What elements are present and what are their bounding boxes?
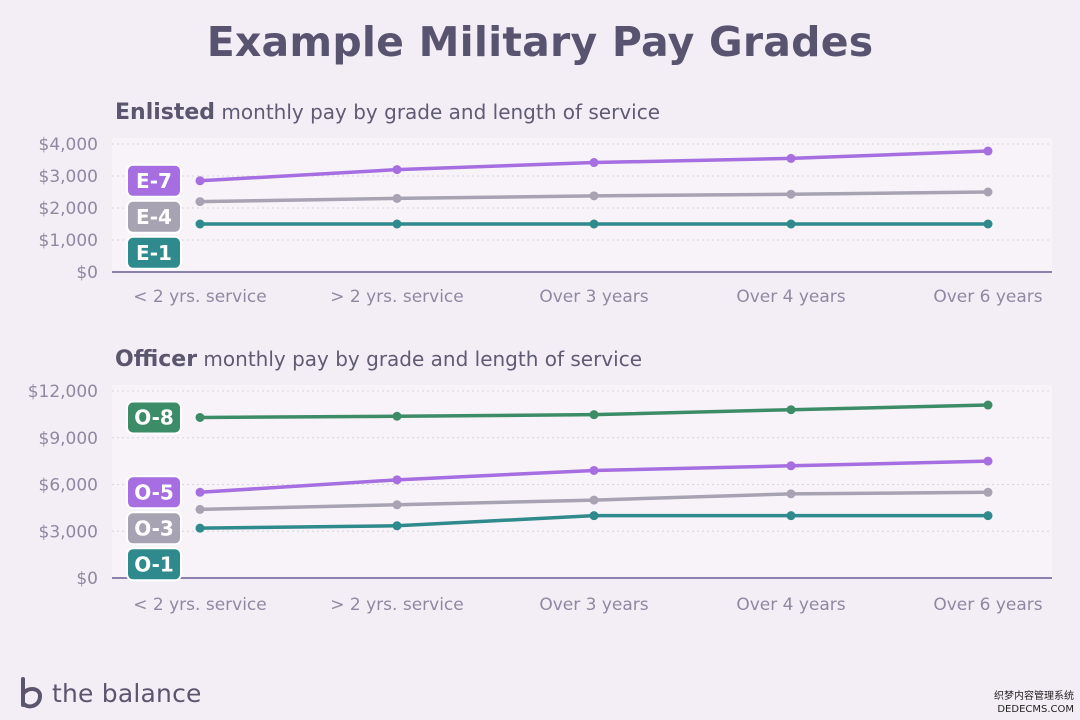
y-tick-label: $0 [76, 569, 98, 589]
x-tick-label: > 2 yrs. service [330, 595, 463, 615]
y-tick-label: $2,000 [39, 199, 98, 219]
data-point-e-4 [786, 189, 796, 199]
x-tick-label: > 2 yrs. service [330, 287, 463, 307]
legend-badge-label: O-3 [134, 516, 174, 540]
legend-badge-label: E-1 [136, 241, 172, 265]
x-tick-label: Over 6 years [933, 287, 1042, 307]
data-point-o-3 [983, 487, 993, 497]
data-point-e-1 [786, 219, 796, 229]
legend-badge-o-3: O-3 [126, 511, 182, 546]
data-point-e-7 [392, 165, 402, 175]
data-point-e-4 [983, 187, 993, 197]
data-point-o-8 [983, 400, 993, 410]
the-balance-logo-icon [21, 677, 42, 709]
legend-badge-bg [126, 199, 182, 234]
legend-badge-bg [126, 511, 182, 546]
y-tick-label: $3,000 [39, 167, 98, 187]
watermark-line-2: DEDECMS.COM [997, 704, 1074, 715]
legend-badge-label: E-4 [136, 205, 172, 229]
watermark-line-1: 织梦内容管理系统 [994, 691, 1074, 702]
x-tick-label: Over 4 years [736, 287, 845, 307]
legend-badge-e-7: E-7 [126, 163, 182, 198]
plot-area [112, 138, 1052, 272]
data-point-e-7 [589, 158, 599, 168]
data-point-o-5 [786, 461, 796, 471]
legend-badge-o-8: O-8 [126, 400, 182, 435]
data-point-o-1 [786, 511, 796, 521]
data-point-e-1 [392, 219, 402, 229]
enlisted-chart-heading: Enlisted monthly pay by grade and length… [115, 100, 660, 125]
y-tick-label: $4,000 [39, 135, 98, 155]
legend-badge-label: O-1 [134, 552, 174, 576]
data-point-e-4 [589, 191, 599, 201]
data-point-e-4 [195, 197, 205, 207]
data-point-o-5 [589, 465, 599, 475]
legend-badge-bg [126, 475, 182, 510]
legend-badge-bg [126, 547, 182, 582]
page-title: Example Military Pay Grades [206, 18, 874, 66]
data-point-o-1 [195, 523, 205, 533]
legend-badge-e-4: E-4 [126, 199, 182, 234]
x-tick-label: Over 3 years [539, 287, 648, 307]
enlisted-pay-chart: $0 $1,000 $2,000 $3,000 $4,000 < 2 yrs. servi… [39, 135, 1052, 307]
officer-chart-heading: Officer monthly pay by grade and length … [115, 347, 642, 372]
data-point-o-5 [392, 475, 402, 485]
data-point-o-3 [392, 500, 402, 510]
legend-badge-o-5: O-5 [126, 475, 182, 510]
legend-badge-o-1: O-1 [126, 547, 182, 582]
data-point-o-1 [392, 521, 402, 531]
data-point-o-8 [786, 405, 796, 415]
brand: the balance [16, 673, 202, 713]
data-point-o-5 [195, 487, 205, 497]
enlisted-heading-rest: monthly pay by grade and length of servi… [221, 100, 661, 124]
data-point-o-8 [195, 412, 205, 422]
x-tick-label: Over 4 years [736, 595, 845, 615]
data-point-o-1 [589, 511, 599, 521]
watermark: 织梦内容管理系统 DEDECMS.COM [964, 690, 1074, 716]
data-point-o-1 [983, 511, 993, 521]
x-tick-label: < 2 yrs. service [133, 595, 266, 615]
y-tick-label: $1,000 [39, 231, 98, 251]
data-point-e-7 [983, 146, 993, 156]
y-tick-label: $0 [76, 263, 98, 283]
data-point-o-8 [392, 411, 402, 421]
y-tick-label: $3,000 [39, 522, 98, 542]
legend-badge-bg [126, 235, 182, 270]
data-point-e-1 [983, 219, 993, 229]
data-point-e-7 [786, 153, 796, 163]
brand-name: the balance [52, 678, 202, 708]
legend-badge-e-1: E-1 [126, 235, 182, 270]
data-point-o-8 [589, 410, 599, 420]
data-point-o-3 [195, 504, 205, 514]
officer-heading-bold: Officer [115, 347, 198, 372]
y-tick-label: $12,000 [28, 382, 98, 402]
data-point-o-3 [589, 495, 599, 505]
legend-badge-label: O-5 [134, 480, 174, 504]
x-tick-label: Over 6 years [933, 595, 1042, 615]
data-point-o-3 [786, 489, 796, 499]
y-tick-label: $9,000 [39, 429, 98, 449]
x-tick-label: Over 3 years [539, 595, 648, 615]
data-point-o-5 [983, 456, 993, 466]
data-point-e-7 [195, 176, 205, 186]
x-tick-label: < 2 yrs. service [133, 287, 266, 307]
legend-badge-bg [126, 400, 182, 435]
enlisted-heading-bold: Enlisted [115, 100, 216, 125]
legend-badge-label: O-8 [134, 405, 174, 429]
legend-badge-label: E-7 [136, 169, 172, 193]
officer-heading-rest: monthly pay by grade and length of servi… [203, 347, 643, 371]
data-point-e-1 [589, 219, 599, 229]
data-point-e-4 [392, 193, 402, 203]
officer-pay-chart: $0 $3,000 $6,000 $9,000 $12,000 < 2 yrs. serv… [28, 382, 1052, 615]
data-point-e-1 [195, 219, 205, 229]
y-tick-label: $6,000 [39, 476, 98, 496]
legend-badge-bg [126, 163, 182, 198]
